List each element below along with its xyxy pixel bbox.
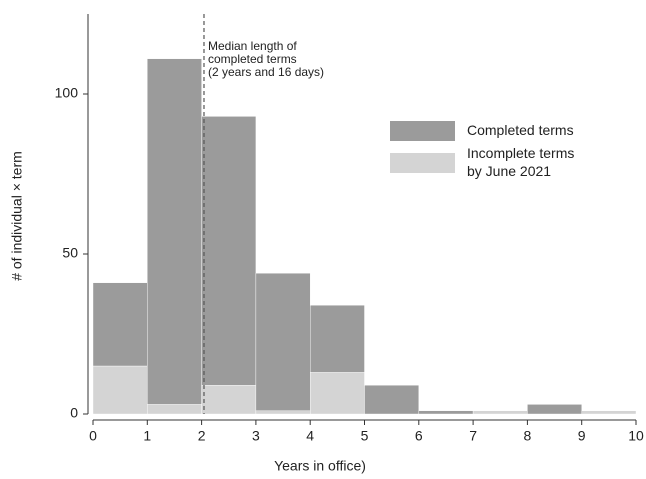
bar: [472, 410, 528, 415]
bar: [364, 385, 419, 415]
annotation-text: Median length of: [208, 39, 297, 53]
x-axis-label: Years in office): [274, 458, 366, 474]
x-tick-label: 8: [524, 428, 532, 444]
bar: [255, 273, 311, 412]
legend-label: Completed terms: [467, 122, 574, 138]
bar: [147, 58, 202, 405]
x-tick-label: 9: [578, 428, 586, 444]
y-tick-label: 100: [55, 85, 79, 101]
annotation-text: (2 years and 16 days): [208, 65, 324, 79]
bar: [255, 410, 311, 415]
bar: [527, 404, 582, 415]
y-tick-label: 0: [70, 405, 78, 421]
y-tick-label: 50: [62, 245, 78, 261]
bar: [201, 116, 257, 386]
x-tick-label: 6: [415, 428, 423, 444]
bar: [201, 385, 257, 415]
x-tick-label: 7: [469, 428, 477, 444]
legend-swatch: [390, 121, 455, 141]
bar: [92, 365, 148, 415]
bar: [310, 305, 365, 373]
bar: [147, 404, 202, 415]
x-tick-label: 10: [628, 428, 644, 444]
annotation-text: completed terms: [208, 52, 297, 66]
x-tick-label: 4: [306, 428, 314, 444]
legend-label: Incomplete terms by June 2021: [467, 145, 574, 179]
x-tick-label: 5: [361, 428, 369, 444]
x-tick-label: 2: [198, 428, 206, 444]
y-axis-label: # of individual × term: [9, 151, 25, 281]
bar: [310, 372, 365, 415]
x-tick-label: 3: [252, 428, 260, 444]
bar: [92, 282, 148, 367]
x-tick-label: 0: [89, 428, 97, 444]
bar: [581, 410, 637, 415]
bar: [418, 410, 474, 415]
legend-swatch: [390, 153, 455, 173]
x-tick-label: 1: [143, 428, 151, 444]
